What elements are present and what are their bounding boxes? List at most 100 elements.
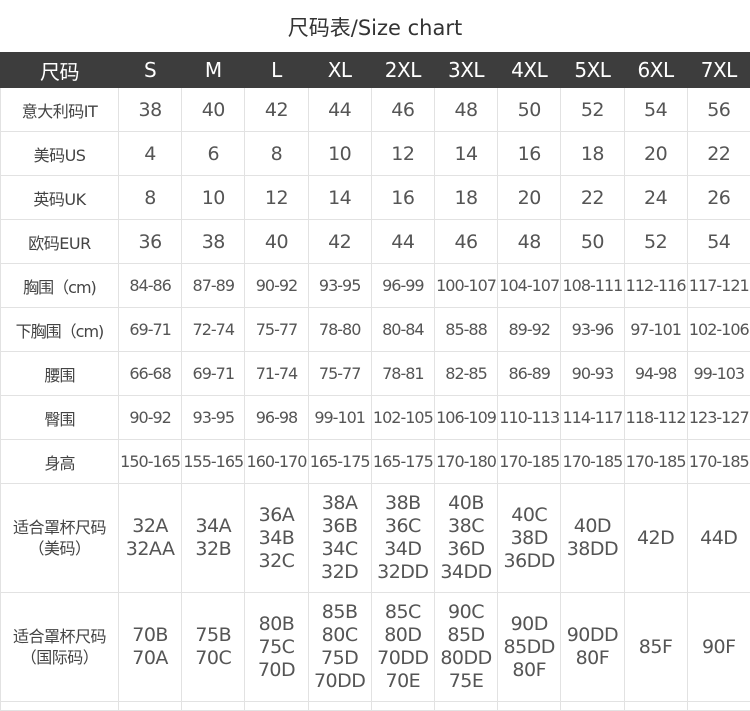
size-header: L (245, 53, 308, 88)
row-label-line: （美码） (1, 538, 118, 559)
empty-cell (561, 702, 624, 711)
size-value: 14 (434, 132, 497, 176)
cup-size-cell: 44D (687, 484, 750, 593)
size-value: 40 (245, 220, 308, 264)
size-value: 50 (561, 220, 624, 264)
cup-size: 32AA (119, 538, 181, 561)
cup-size: 70E (372, 670, 434, 693)
size-value: 69-71 (182, 352, 245, 396)
size-value: 8 (119, 176, 182, 220)
size-value: 82-85 (434, 352, 497, 396)
size-value: 93-96 (561, 308, 624, 352)
row-label: 美码US (1, 132, 119, 176)
cup-size: 32DD (372, 561, 434, 584)
size-value: 46 (434, 220, 497, 264)
size-value: 42 (245, 88, 308, 132)
size-value: 38 (119, 88, 182, 132)
size-value: 118-112 (624, 396, 687, 440)
cup-size-cell: 85F (624, 593, 687, 702)
size-header: XL (308, 53, 371, 88)
cup-size: 36DD (498, 550, 560, 573)
row-label: 胸围（cm) (1, 264, 119, 308)
cup-size: 80F (561, 647, 623, 670)
size-value: 110-113 (498, 396, 561, 440)
size-header: 6XL (624, 53, 687, 88)
cup-size: 70DD (372, 647, 434, 670)
cup-size: 90D (498, 613, 560, 636)
size-value: 38 (182, 220, 245, 264)
size-value: 78-81 (371, 352, 434, 396)
header-label: 尺码 (1, 53, 119, 88)
size-value: 12 (245, 176, 308, 220)
size-value: 80-84 (371, 308, 434, 352)
empty-cell (434, 702, 497, 711)
size-value: 123-127 (687, 396, 750, 440)
size-value: 117-121 (687, 264, 750, 308)
size-value: 54 (687, 220, 750, 264)
cup-size: 38C (435, 515, 497, 538)
size-value: 102-105 (371, 396, 434, 440)
size-value: 170-185 (498, 440, 561, 484)
row-label: 身高 (1, 440, 119, 484)
size-value: 104-107 (498, 264, 561, 308)
cup-size: 44D (688, 527, 750, 550)
cup-size: 70DD (309, 670, 371, 693)
size-value: 112-116 (624, 264, 687, 308)
size-value: 89-92 (498, 308, 561, 352)
size-value: 66-68 (119, 352, 182, 396)
size-header: 7XL (687, 53, 750, 88)
cup-size: 34B (245, 527, 307, 550)
size-value: 72-74 (182, 308, 245, 352)
cup-size: 85DD (498, 636, 560, 659)
cup-size: 32B (182, 538, 244, 561)
size-value: 16 (371, 176, 434, 220)
row-label: 英码UK (1, 176, 119, 220)
cup-size: 85B (309, 601, 371, 624)
size-value: 20 (498, 176, 561, 220)
cup-size: 80DD (435, 647, 497, 670)
cup-size: 32C (245, 550, 307, 573)
size-header: 3XL (434, 53, 497, 88)
size-value: 20 (624, 132, 687, 176)
cup-size: 70D (245, 659, 307, 682)
size-value: 48 (498, 220, 561, 264)
row-label: 臀围 (1, 396, 119, 440)
size-value: 93-95 (308, 264, 371, 308)
size-value: 4 (119, 132, 182, 176)
row-label: 意大利码IT (1, 88, 119, 132)
size-value: 90-92 (245, 264, 308, 308)
size-value: 165-175 (308, 440, 371, 484)
size-value: 40 (182, 88, 245, 132)
size-header: 2XL (371, 53, 434, 88)
size-value: 14 (308, 176, 371, 220)
empty-cell (498, 702, 561, 711)
empty-cell (1, 702, 119, 711)
size-value: 52 (624, 220, 687, 264)
cup-size: 90C (435, 601, 497, 624)
size-value: 114-117 (561, 396, 624, 440)
size-value: 160-170 (245, 440, 308, 484)
cup-size: 90DD (561, 624, 623, 647)
size-value: 16 (498, 132, 561, 176)
size-value: 87-89 (182, 264, 245, 308)
cup-size: 75C (245, 636, 307, 659)
cup-size: 40D (561, 515, 623, 538)
cup-size: 36D (435, 538, 497, 561)
size-value: 50 (498, 88, 561, 132)
size-value: 84-86 (119, 264, 182, 308)
size-value: 96-98 (245, 396, 308, 440)
cup-size: 36C (372, 515, 434, 538)
